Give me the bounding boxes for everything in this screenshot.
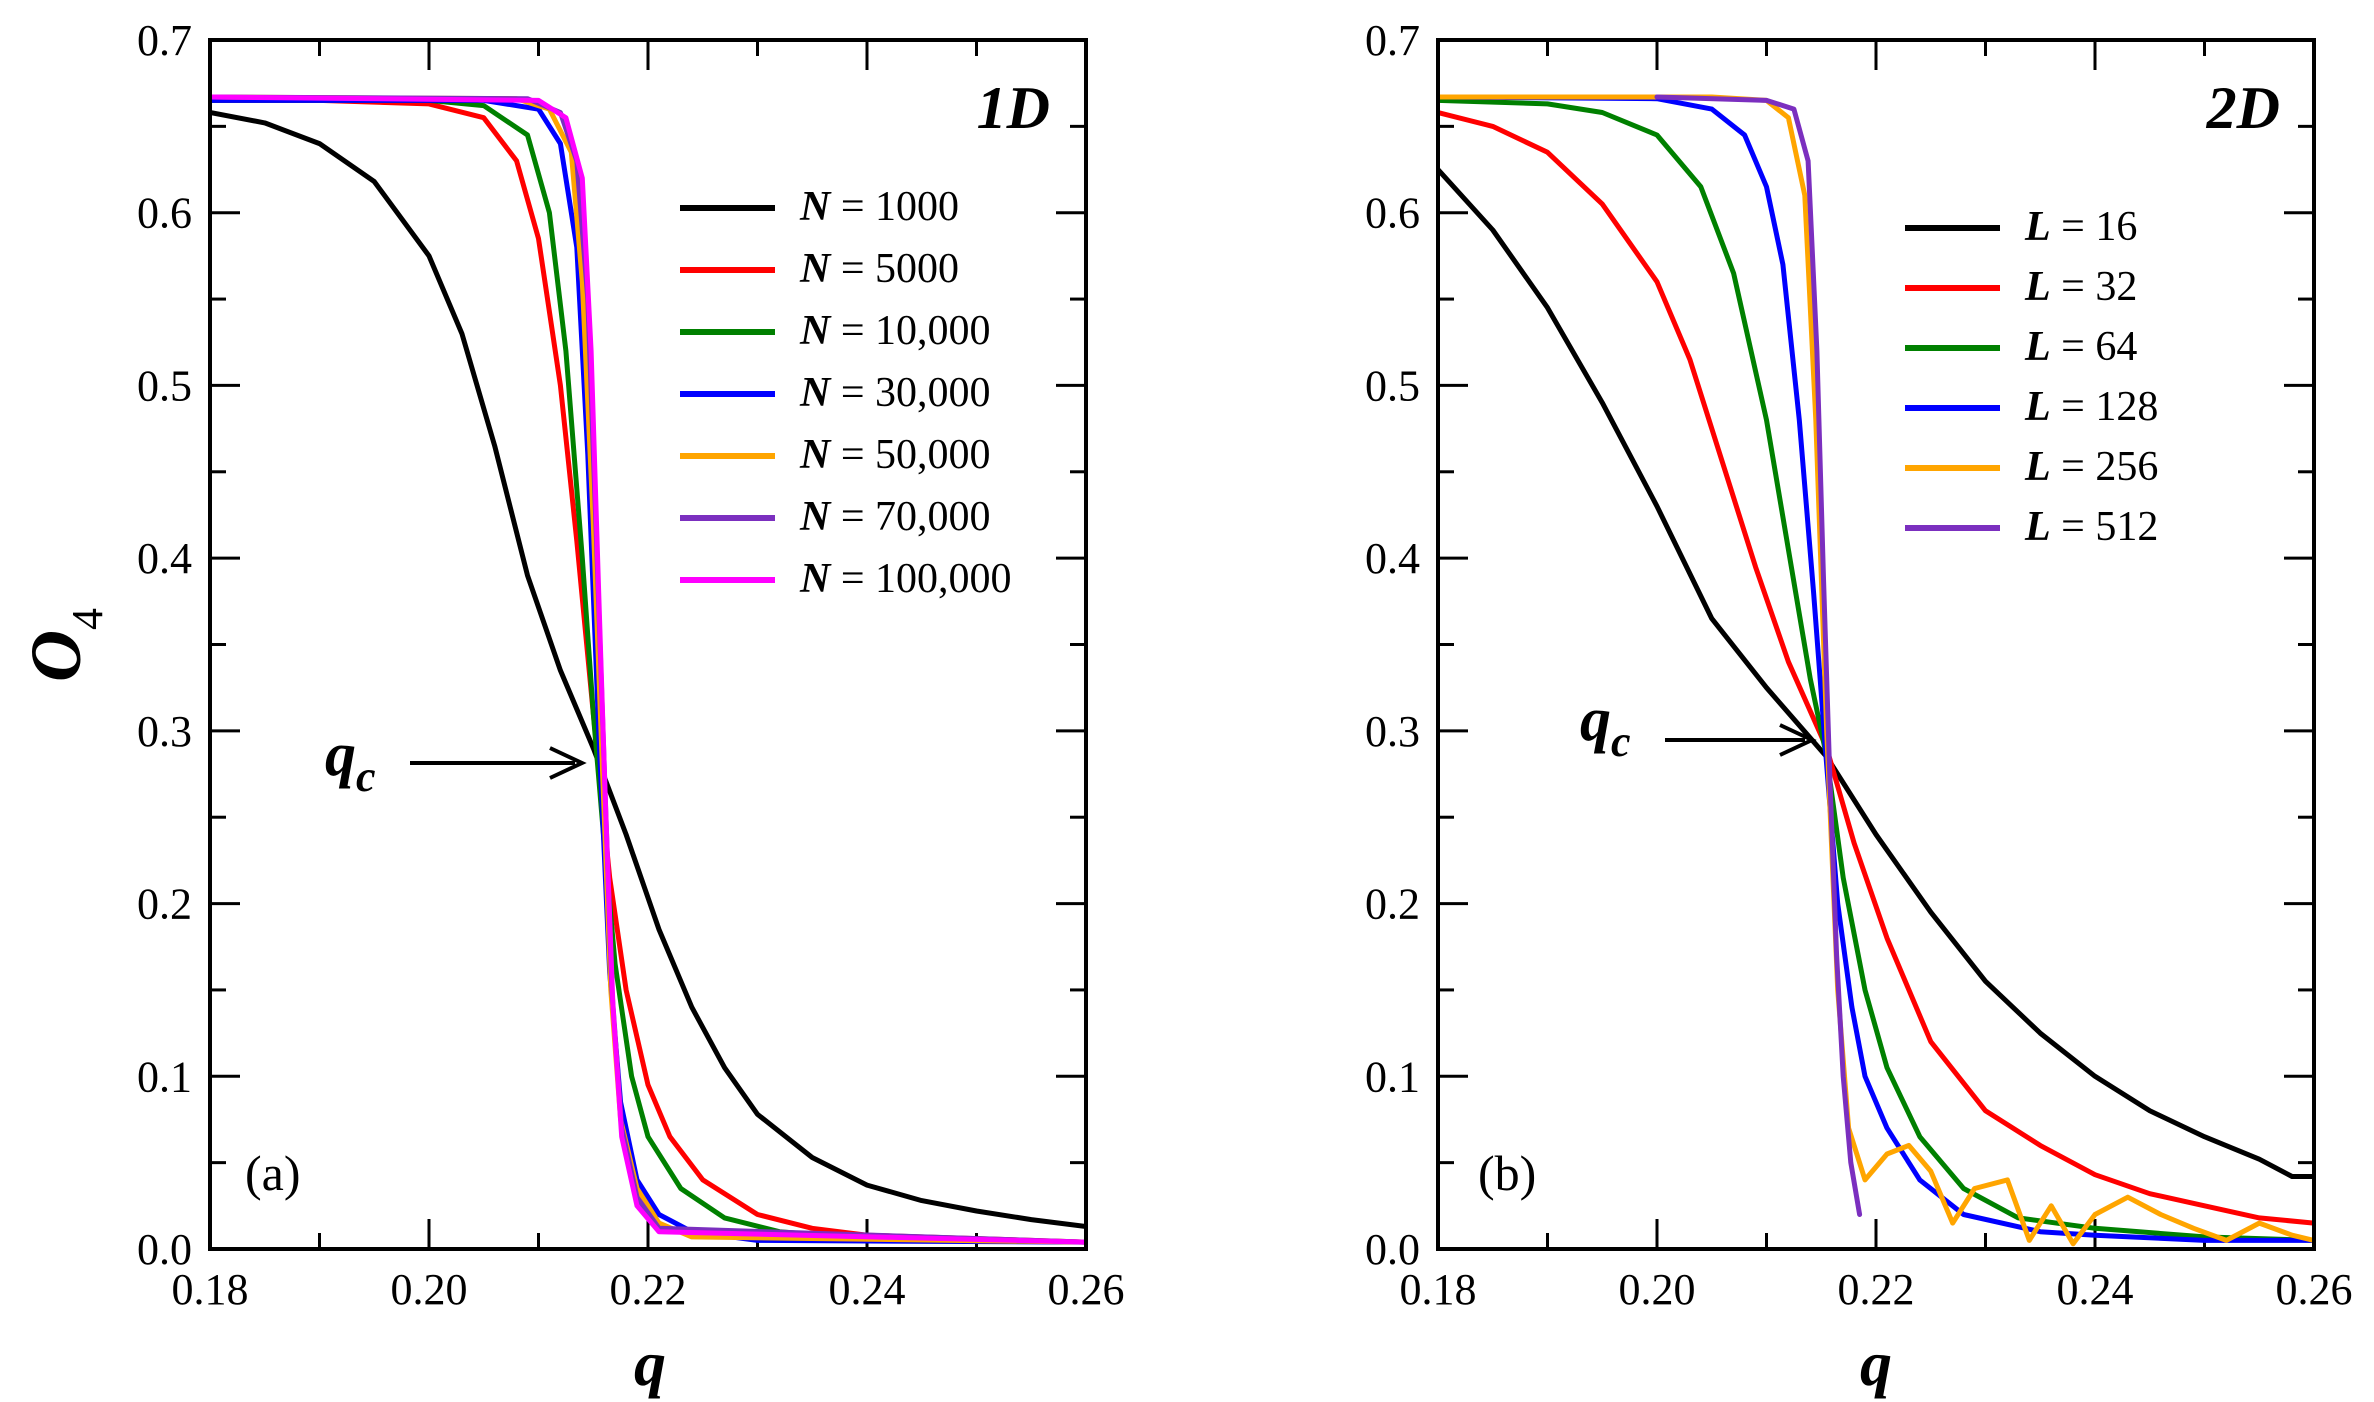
panel-b-xlabel: q bbox=[1860, 1328, 1892, 1399]
panel-a-legend: N = 1000 N = 5000 N = 10,000 N = 30,000 N = … bbox=[680, 184, 1012, 602]
series-line-n-100000 bbox=[210, 94, 1086, 1245]
y-tick-label: 0.4 bbox=[137, 534, 192, 583]
panel-a: 0.18 0.20 0.22 0.24 0.26 0.0 0.1 0.2 0.3 0.4 0.5 0.… bbox=[16, 16, 1125, 1399]
panel-a-frame bbox=[208, 38, 1088, 1251]
panel-b-series bbox=[1438, 94, 2314, 1247]
panel-b-tag: 2D bbox=[2206, 75, 2280, 141]
y-tick-label: 0.3 bbox=[137, 707, 192, 756]
panel-a-xlabel: q bbox=[634, 1328, 666, 1399]
legend-entry: N = 5000 bbox=[799, 246, 959, 292]
panel-b-legend: L = 16 L = 32 L = 64 L = 128 L = 256 L = 512 bbox=[1905, 204, 2158, 550]
series-line-l-128 bbox=[1438, 94, 2314, 1243]
legend-entry: N = 50,000 bbox=[799, 432, 991, 478]
y-tick-label: 0.7 bbox=[137, 16, 192, 65]
x-tick-label: 0.18 bbox=[172, 1265, 249, 1314]
y-tick-label: 0.2 bbox=[1365, 880, 1420, 929]
y-tick-label: 0.6 bbox=[1365, 189, 1420, 238]
panel-b-tick-labels: 0.18 0.20 0.22 0.24 0.26 0.0 0.1 0.2 0.3 0.4 0.5 0.… bbox=[1365, 16, 2353, 1314]
panel-b-qc-label: qc bbox=[1580, 686, 1631, 766]
y-tick-label: 0.1 bbox=[1365, 1052, 1420, 1101]
panel-a-ylabel: O4 bbox=[16, 608, 112, 682]
series-line-l-512 bbox=[1654, 94, 1863, 1217]
legend-entry: N = 100,000 bbox=[799, 556, 1012, 602]
x-tick-label: 0.26 bbox=[2276, 1265, 2353, 1314]
y-tick-label: 0.5 bbox=[137, 361, 192, 410]
panel-b-qc-arrow-head bbox=[1779, 723, 1817, 757]
series-line-n-1000 bbox=[210, 110, 1086, 1229]
panel-a-qc-annotation: qc bbox=[325, 721, 587, 801]
x-tick-label: 0.24 bbox=[829, 1265, 906, 1314]
series-line-l-32 bbox=[1438, 110, 2314, 1226]
x-tick-label: 0.20 bbox=[1619, 1265, 1696, 1314]
panel-b-frame bbox=[1436, 38, 2316, 1251]
panel-a-tag: 1D bbox=[977, 75, 1050, 141]
y-tick-label: 0.4 bbox=[1365, 534, 1420, 583]
panel-b-ticks bbox=[1436, 38, 2316, 1251]
legend-entry: L = 16 bbox=[2024, 204, 2137, 250]
legend-entry: L = 64 bbox=[2024, 324, 2137, 370]
x-tick-label: 0.24 bbox=[2057, 1265, 2134, 1314]
legend-entry: L = 128 bbox=[2024, 384, 2158, 430]
series-line-l-64 bbox=[1438, 97, 2314, 1243]
y-tick-label: 0.0 bbox=[1365, 1225, 1420, 1274]
y-tick-label: 0.0 bbox=[137, 1225, 192, 1274]
x-tick-label: 0.22 bbox=[610, 1265, 687, 1314]
panel-b: 0.18 0.20 0.22 0.24 0.26 0.0 0.1 0.2 0.3 0.4 0.5 0.… bbox=[1365, 16, 2353, 1399]
legend-entry: N = 10,000 bbox=[799, 308, 991, 354]
y-tick-label: 0.5 bbox=[1365, 361, 1420, 410]
x-tick-label: 0.20 bbox=[391, 1265, 468, 1314]
panel-b-qc-annotation: qc bbox=[1580, 686, 1817, 766]
panel-a-qc-arrow-head bbox=[549, 746, 587, 780]
x-tick-label: 0.26 bbox=[1048, 1265, 1125, 1314]
legend-entry: L = 32 bbox=[2024, 264, 2137, 310]
panel-b-corner-label: (b) bbox=[1478, 1145, 1536, 1201]
panel-a-qc-label: qc bbox=[325, 721, 376, 801]
legend-entry: N = 30,000 bbox=[799, 370, 991, 416]
legend-entry: N = 1000 bbox=[799, 184, 959, 230]
y-tick-label: 0.1 bbox=[137, 1052, 192, 1101]
x-tick-label: 0.18 bbox=[1400, 1265, 1477, 1314]
panel-a-series bbox=[210, 94, 1086, 1245]
panel-a-corner-label: (a) bbox=[245, 1145, 301, 1201]
y-tick-label: 0.3 bbox=[1365, 707, 1420, 756]
y-tick-label: 0.2 bbox=[137, 880, 192, 929]
legend-entry: L = 256 bbox=[2024, 444, 2158, 490]
panel-a-tick-labels: 0.18 0.20 0.22 0.24 0.26 0.0 0.1 0.2 0.3 0.4 0.5 0.… bbox=[137, 16, 1125, 1314]
series-line-l-16 bbox=[1438, 167, 2314, 1179]
series-line-l-256 bbox=[1438, 94, 2314, 1247]
y-tick-label: 0.6 bbox=[137, 189, 192, 238]
legend-entry: N = 70,000 bbox=[799, 494, 991, 540]
legend-entry: L = 512 bbox=[2024, 504, 2158, 550]
x-tick-label: 0.22 bbox=[1838, 1265, 1915, 1314]
y-tick-label: 0.7 bbox=[1365, 16, 1420, 65]
